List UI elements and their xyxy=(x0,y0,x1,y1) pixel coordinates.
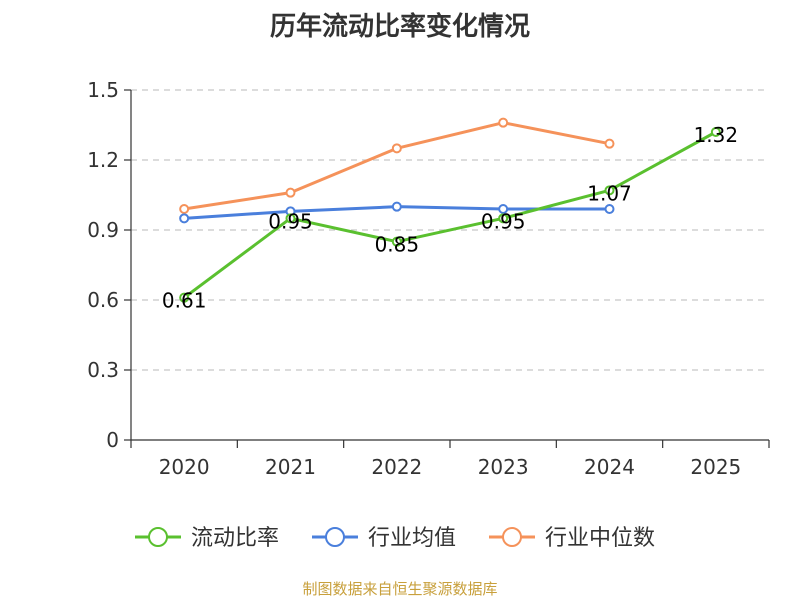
y-tick-label: 1.2 xyxy=(87,148,119,172)
source-note: 制图数据来自恒生聚源数据库 xyxy=(302,580,498,598)
series-point-2 xyxy=(179,204,190,214)
x-tick-label: 2025 xyxy=(690,455,741,479)
data-label: 1.07 xyxy=(587,181,632,205)
series-line-2 xyxy=(183,121,610,211)
series-point-2 xyxy=(391,143,402,154)
x-tick-label: 2021 xyxy=(265,455,316,479)
series-point-0 xyxy=(391,236,402,247)
legend-marker xyxy=(502,527,522,547)
x-tick-label: 2024 xyxy=(584,455,635,479)
series-point-1 xyxy=(179,213,190,224)
series-point-1 xyxy=(604,204,615,214)
legend-label: 流动比率 xyxy=(191,526,279,551)
series-point-0 xyxy=(710,127,721,137)
series-point-0 xyxy=(604,185,615,196)
data-label: 0.95 xyxy=(481,209,526,233)
legend-label: 行业均值 xyxy=(368,526,456,551)
y-tick-label: 0.3 xyxy=(87,358,119,382)
legend-marker xyxy=(325,527,345,547)
data-label: 0.61 xyxy=(162,289,207,313)
legend-marker xyxy=(148,527,168,547)
legend-item: 流动比率 xyxy=(135,526,279,551)
legend-item: 行业中位数 xyxy=(489,526,655,551)
legend-item: 行业均值 xyxy=(312,526,456,551)
data-label: 1.32 xyxy=(694,123,739,147)
series-point-0 xyxy=(285,213,296,224)
x-tick-label: 2022 xyxy=(371,455,422,479)
chart-title: 历年流动比率变化情况 xyxy=(269,12,530,42)
x-tick-label: 2020 xyxy=(159,455,210,479)
series-point-1 xyxy=(498,204,509,214)
x-tick-label: 2023 xyxy=(478,455,529,479)
y-tick-label: 0.6 xyxy=(87,288,119,312)
series-point-2 xyxy=(604,138,615,149)
series-line-0 xyxy=(183,130,717,299)
series-point-2 xyxy=(285,187,296,198)
y-tick-label: 0.9 xyxy=(87,218,119,242)
y-tick-label: 1.5 xyxy=(87,78,119,102)
series-point-1 xyxy=(391,201,402,212)
data-label: 0.95 xyxy=(268,209,313,233)
series-point-0 xyxy=(498,213,509,224)
y-tick-label: 0 xyxy=(106,428,119,452)
series-point-2 xyxy=(498,117,509,128)
data-label: 0.85 xyxy=(375,233,420,257)
series-point-0 xyxy=(179,292,190,303)
legend-label: 行业中位数 xyxy=(545,526,655,551)
